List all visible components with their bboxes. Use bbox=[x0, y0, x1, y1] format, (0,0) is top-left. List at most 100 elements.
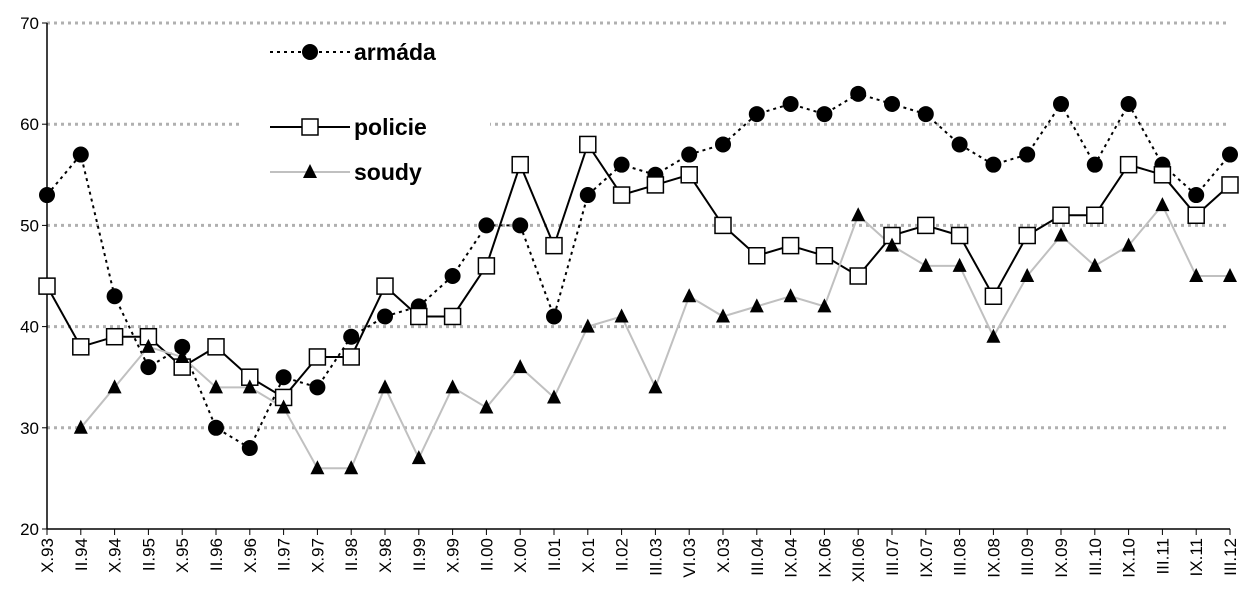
marker bbox=[579, 187, 596, 204]
y-tick-label: 50 bbox=[20, 216, 39, 235]
x-tick-label: X.96 bbox=[241, 538, 260, 573]
marker bbox=[817, 298, 832, 313]
marker bbox=[308, 348, 327, 366]
marker bbox=[376, 277, 394, 295]
marker bbox=[545, 236, 563, 255]
marker bbox=[849, 267, 867, 285]
marker bbox=[1020, 268, 1035, 282]
marker bbox=[984, 287, 1003, 305]
legend-marker bbox=[302, 44, 318, 60]
marker bbox=[950, 226, 969, 245]
legend-marker bbox=[303, 164, 317, 178]
marker bbox=[1188, 187, 1205, 204]
x-tick-label: III.09 bbox=[1018, 538, 1037, 576]
marker bbox=[952, 257, 967, 272]
marker bbox=[1018, 226, 1036, 245]
x-tick-label: II.99 bbox=[410, 538, 429, 571]
x-tick-label: II.01 bbox=[545, 538, 564, 571]
x-tick-label: IX.11 bbox=[1187, 538, 1206, 576]
marker bbox=[714, 216, 732, 235]
y-tick-label: 60 bbox=[20, 115, 39, 134]
marker bbox=[275, 369, 292, 386]
marker bbox=[1189, 268, 1204, 282]
marker bbox=[648, 379, 663, 394]
x-tick-label: II.96 bbox=[207, 538, 226, 571]
marker bbox=[783, 288, 798, 303]
marker bbox=[1052, 206, 1070, 225]
x-tick-label: X.95 bbox=[173, 538, 192, 573]
marker bbox=[884, 95, 900, 112]
marker bbox=[72, 338, 90, 356]
marker bbox=[1153, 166, 1172, 184]
marker bbox=[208, 419, 224, 436]
marker bbox=[547, 389, 561, 404]
marker bbox=[241, 440, 258, 457]
marker bbox=[682, 288, 697, 303]
marker bbox=[1086, 206, 1104, 225]
marker bbox=[1054, 227, 1068, 242]
marker bbox=[613, 156, 630, 173]
marker bbox=[207, 338, 225, 356]
marker bbox=[309, 379, 326, 396]
x-tick-label: IX.10 bbox=[1120, 538, 1139, 578]
marker bbox=[477, 257, 496, 275]
marker bbox=[1221, 176, 1239, 194]
marker bbox=[646, 176, 665, 194]
marker bbox=[39, 187, 55, 204]
marker bbox=[1187, 206, 1205, 225]
marker bbox=[1120, 95, 1137, 112]
marker bbox=[444, 268, 461, 284]
x-tick-label: III.12 bbox=[1221, 538, 1239, 576]
legend-label: soudy bbox=[354, 159, 422, 185]
x-tick-label: X.97 bbox=[308, 538, 327, 573]
marker bbox=[73, 419, 88, 434]
marker bbox=[985, 156, 1002, 173]
legend-marker bbox=[301, 118, 319, 136]
marker bbox=[479, 399, 494, 414]
x-tick-label: XII.06 bbox=[849, 538, 868, 582]
y-tick-label: 30 bbox=[20, 419, 39, 438]
x-tick-label: II.94 bbox=[72, 538, 91, 571]
x-tick-label: II.02 bbox=[613, 538, 632, 571]
series-line bbox=[46, 142, 1231, 399]
x-tick-label: IX.08 bbox=[984, 538, 1003, 578]
x-tick-label: VI.03 bbox=[680, 538, 699, 578]
x-tick-label: X.93 bbox=[38, 538, 57, 573]
marker bbox=[748, 247, 766, 265]
marker bbox=[580, 318, 595, 333]
x-tick-label: III.11 bbox=[1153, 538, 1172, 575]
marker bbox=[175, 348, 190, 363]
legend-label: policie bbox=[354, 114, 427, 140]
marker bbox=[851, 207, 866, 222]
marker bbox=[378, 379, 392, 394]
marker bbox=[614, 308, 629, 323]
marker bbox=[343, 328, 360, 345]
marker bbox=[276, 399, 291, 414]
marker bbox=[546, 308, 562, 325]
marker bbox=[1121, 237, 1136, 252]
marker bbox=[107, 379, 122, 394]
x-tick-label: III.04 bbox=[748, 538, 767, 576]
marker bbox=[748, 106, 765, 123]
marker bbox=[478, 217, 495, 234]
marker bbox=[445, 379, 460, 394]
marker bbox=[815, 247, 834, 265]
x-tick-label: II.95 bbox=[139, 538, 158, 571]
marker bbox=[782, 95, 799, 112]
marker bbox=[242, 379, 257, 394]
marker bbox=[344, 460, 359, 475]
marker bbox=[310, 460, 325, 475]
x-tick-label: III.07 bbox=[883, 538, 902, 576]
x-tick-label: X.94 bbox=[106, 538, 125, 573]
marker bbox=[918, 257, 933, 272]
marker bbox=[1053, 95, 1069, 112]
legend-label: armáda bbox=[354, 39, 436, 65]
marker bbox=[105, 327, 124, 346]
marker bbox=[1086, 156, 1103, 173]
x-tick-label: X.01 bbox=[579, 538, 598, 573]
y-tick-label: 70 bbox=[20, 14, 39, 33]
marker bbox=[513, 359, 528, 374]
marker bbox=[511, 155, 529, 174]
marker bbox=[1019, 146, 1036, 163]
